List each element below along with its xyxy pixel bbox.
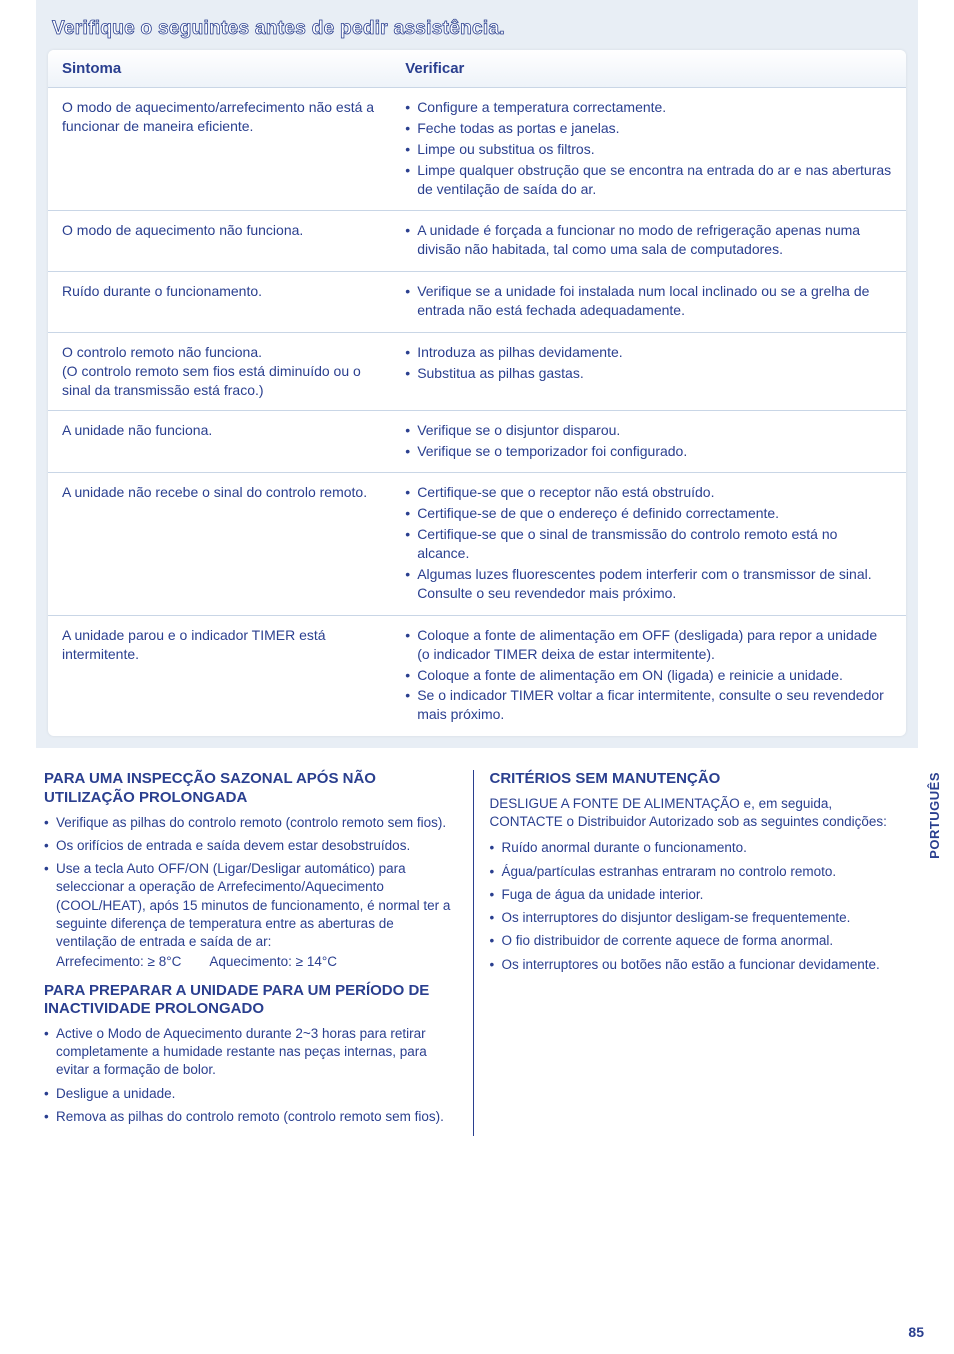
table-row: A unidade não funciona.Verifique se o di… <box>48 411 906 474</box>
table-row: A unidade parou e o indicador TIMER está… <box>48 616 906 736</box>
left-item: Active o Modo de Aquecimento durante 2~3… <box>44 1025 455 1080</box>
top-panel: Verifique o seguintes antes de pedir ass… <box>36 0 918 748</box>
left-item: Verifique as pilhas do controlo remoto (… <box>44 814 455 832</box>
page-number: 85 <box>908 1324 924 1340</box>
right-item: Água/partículas estranhas entraram no co… <box>490 863 901 881</box>
sintoma-cell: A unidade não recebe o sinal do controlo… <box>48 473 391 615</box>
verificar-cell: Certifique-se que o receptor não está ob… <box>391 473 906 615</box>
verificar-item: Verifique se a unidade foi instalada num… <box>405 282 892 320</box>
left-item: Desligue a unidade. <box>44 1085 455 1103</box>
troubleshoot-table: Sintoma Verificar O modo de aquecimento/… <box>48 50 906 736</box>
sintoma-cell: Ruído durante o funcionamento. <box>48 272 391 333</box>
verificar-item: A unidade é forçada a funcionar no modo … <box>405 221 892 259</box>
table-row: O controlo remoto não funciona. (O contr… <box>48 333 906 411</box>
header-verificar: Verificar <box>391 50 906 88</box>
verificar-item: Limpe ou substitua os filtros. <box>405 140 892 159</box>
verificar-cell: Verifique se o disjuntor disparou. Verifi… <box>391 411 906 474</box>
bottom-columns: PARA UMA INSPECÇÃO SAZONAL APÓS NÃO UTIL… <box>36 770 918 1136</box>
verificar-cell: Configure a temperatura correctamente. Fe… <box>391 88 906 211</box>
verificar-item: Se o indicador TIMER voltar a ficar inte… <box>405 686 892 724</box>
sintoma-cell: A unidade parou e o indicador TIMER está… <box>48 616 391 736</box>
left-heading-1: PARA UMA INSPECÇÃO SAZONAL APÓS NÃO UTIL… <box>44 770 455 808</box>
left-list-1: Verifique as pilhas do controlo remoto (… <box>44 814 455 972</box>
verificar-cell: A unidade é forçada a funcionar no modo … <box>391 211 906 272</box>
left-heading-2: PARA PREPARAR A UNIDADE PARA UM PERÍODO … <box>44 982 455 1020</box>
verificar-item: Certifique-se que o receptor não está ob… <box>405 483 892 502</box>
verificar-item: Limpe qualquer obstrução que se encontra… <box>405 161 892 199</box>
table-row: A unidade não recebe o sinal do controlo… <box>48 473 906 615</box>
right-column: CRITÉRIOS SEM MANUTENÇÃO DESLIGUE A FONT… <box>473 770 919 1136</box>
verificar-item: Substitua as pilhas gastas. <box>405 364 892 383</box>
verificar-item: Introduza as pilhas devidamente. <box>405 343 892 362</box>
verificar-item: Coloque a fonte de alimentação em ON (li… <box>405 666 892 685</box>
table-row: O modo de aquecimento não funciona. A uni… <box>48 211 906 272</box>
table-row: O modo de aquecimento/arrefecimento não … <box>48 88 906 211</box>
language-tab: PORTUGUÊS <box>927 772 942 859</box>
right-item: Os interruptores ou botões não estão a f… <box>490 956 901 974</box>
verificar-item: Feche todas as portas e janelas. <box>405 119 892 138</box>
verificar-item: Coloque a fonte de alimentação em OFF (d… <box>405 626 892 664</box>
right-item: Os interruptores do disjuntor desligam-s… <box>490 909 901 927</box>
right-item: O fio distribuidor de corrente aquece de… <box>490 932 901 950</box>
table-body: O modo de aquecimento/arrefecimento não … <box>48 88 906 736</box>
header-sintoma: Sintoma <box>48 50 391 88</box>
sintoma-cell: O modo de aquecimento não funciona. <box>48 211 391 272</box>
verificar-item: Algumas luzes fluorescentes podem interf… <box>405 565 892 603</box>
verificar-cell: Coloque a fonte de alimentação em OFF (d… <box>391 616 906 736</box>
right-list: Ruído anormal durante o funcionamento. Ág… <box>490 839 901 973</box>
right-item: Fuga de água da unidade interior. <box>490 886 901 904</box>
left-list-2: Active o Modo de Aquecimento durante 2~3… <box>44 1025 455 1126</box>
left-item: Os orifícios de entrada e saída devem es… <box>44 837 455 855</box>
sintoma-cell: A unidade não funciona. <box>48 411 391 474</box>
left-column: PARA UMA INSPECÇÃO SAZONAL APÓS NÃO UTIL… <box>36 770 473 1136</box>
right-heading: CRITÉRIOS SEM MANUTENÇÃO <box>490 770 901 789</box>
left-item: Remova as pilhas do controlo remoto (con… <box>44 1108 455 1126</box>
verificar-cell: Introduza as pilhas devidamente. Substitu… <box>391 333 906 411</box>
left-item: Use a tecla Auto OFF/ON (Ligar/Desligar … <box>44 860 455 971</box>
section-title: Verifique o seguintes antes de pedir ass… <box>48 18 906 40</box>
verificar-item: Certifique-se de que o endereço é defini… <box>405 504 892 523</box>
sintoma-cell: O modo de aquecimento/arrefecimento não … <box>48 88 391 211</box>
heating-threshold: Aquecimento: ≥ 14°C <box>209 953 337 971</box>
verificar-cell: Verifique se a unidade foi instalada num… <box>391 272 906 333</box>
cooling-threshold: Arrefecimento: ≥ 8°C <box>56 953 181 971</box>
table-row: Ruído durante o funcionamento. Verifique … <box>48 272 906 333</box>
right-intro: DESLIGUE A FONTE DE ALIMENTAÇÃO e, em se… <box>490 795 901 831</box>
sintoma-cell: O controlo remoto não funciona. (O contr… <box>48 333 391 411</box>
verificar-item: Configure a temperatura correctamente. <box>405 98 892 117</box>
verificar-item: Certifique-se que o sinal de transmissão… <box>405 525 892 563</box>
verificar-item: Verifique se o disjuntor disparou. <box>405 421 892 440</box>
verificar-item: Verifique se o temporizador foi configur… <box>405 442 892 461</box>
right-item: Ruído anormal durante o funcionamento. <box>490 839 901 857</box>
